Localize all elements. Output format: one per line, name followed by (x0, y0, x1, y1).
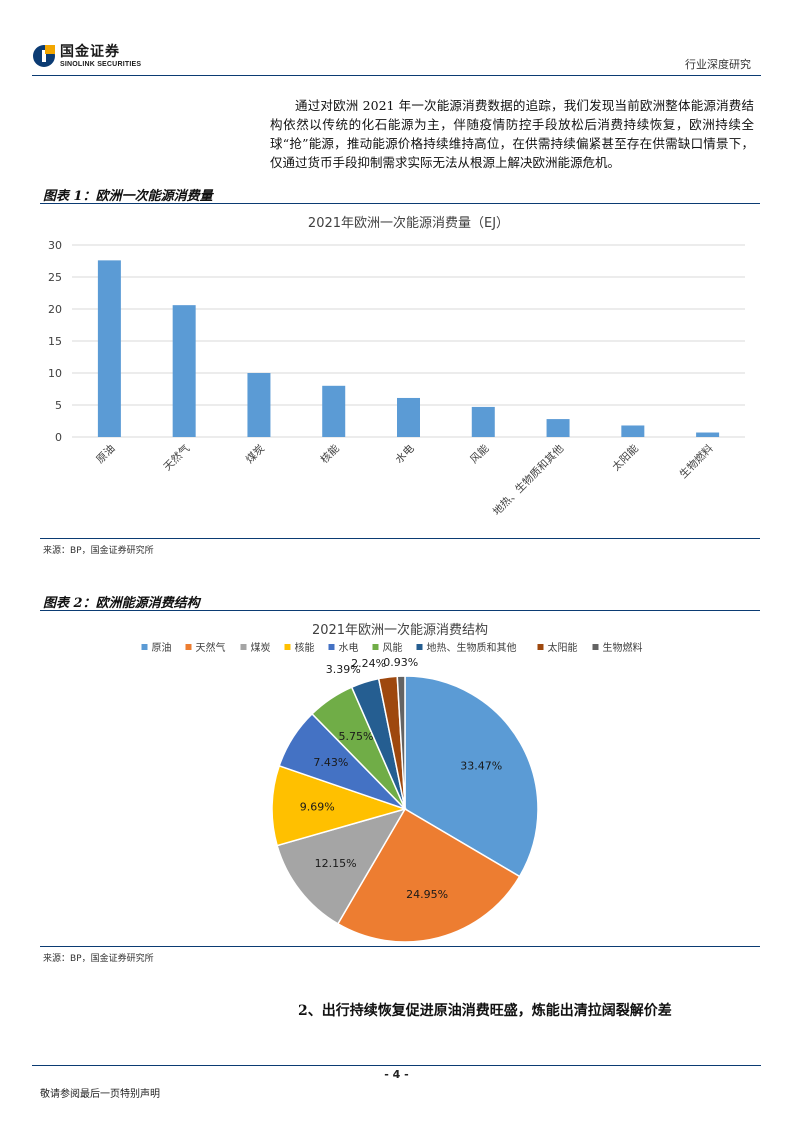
bar (397, 397, 420, 437)
legend-swatch (185, 644, 192, 650)
y-tick-label: 30 (48, 239, 62, 252)
bar-chart-title: 2021年欧洲一次能源消费量（EJ） (308, 215, 509, 231)
pie-slice (404, 675, 539, 878)
y-tick-label: 20 (48, 303, 62, 316)
bar (471, 406, 495, 437)
y-tick-label: 5 (55, 399, 62, 412)
intro-paragraph: 通过对欧洲 2021 年一次能源消费数据的追踪，我们发现当前欧洲整体能源消费结构… (270, 98, 754, 170)
bar (621, 425, 645, 437)
footer-disclaimer: 敬请参阅最后一页特别声明 (40, 1089, 160, 1100)
legend-label: 煤炭 (251, 641, 271, 654)
pie-chart-title: 2021年欧洲一次能源消费结构 (312, 622, 488, 638)
x-tick-label: 风能 (467, 442, 491, 466)
figure1-label: 图表 1：欧洲一次能源消费量 (43, 189, 213, 204)
bar (172, 305, 196, 437)
bar (247, 373, 271, 437)
bar-chart: 2021年欧洲一次能源消费量（EJ） 0 5 10 15 20 25 30 原油 天然气 煤炭 核能 水… (48, 215, 745, 518)
figure1-bottom-line (40, 538, 760, 539)
pie-legend: 原油 天然气 煤炭 核能 水电 风能 地热、生物质和其他 太阳能 生物燃料 (141, 641, 643, 654)
pie-data-label: 5.75% (338, 730, 373, 743)
legend-label: 生物燃料 (603, 641, 643, 654)
x-tick-label: 水电 (393, 442, 417, 466)
pie-data-label: 3.39% (326, 663, 361, 676)
pie-chart-container: 2021年欧洲一次能源消费结构原油 天然气 煤炭 核能 水电 风能 地热、生物质和其他 太阳能… (42, 612, 758, 945)
section-heading: 2、出行持续恢复促进原油消费旺盛，炼能出清拉阔裂解价差 (298, 1003, 672, 1019)
x-tick-label: 煤炭 (243, 442, 267, 466)
y-tick-label: 10 (48, 367, 62, 380)
legend-label: 核能 (295, 641, 315, 654)
pie-slice (276, 807, 407, 925)
y-tick-label: 15 (48, 335, 62, 348)
bar (696, 432, 720, 437)
x-tick-label: 太阳能 (609, 442, 641, 474)
figure2-top-line (40, 610, 760, 611)
pie-data-label: 12.15% (315, 857, 357, 870)
figure1-top-line (40, 203, 760, 204)
sinolink-logo-icon (33, 45, 55, 67)
figure2-bottom-line (40, 946, 760, 947)
logo-en-text: SINOLINK SECURITIES (60, 60, 142, 68)
pie-slice (336, 807, 521, 943)
legend-label: 太阳能 (548, 641, 578, 654)
x-tick-label: 生物燃料 (677, 442, 716, 481)
header-divider (32, 75, 761, 76)
legend-swatch (240, 644, 247, 650)
logo-cn-text: 国金证券 (60, 43, 120, 60)
bar (97, 260, 121, 437)
legend-label: 地热、生物质和其他 (427, 641, 517, 654)
legend-label: 水电 (339, 641, 359, 654)
report-type: 行业深度研究 (685, 58, 751, 71)
legend-swatch (592, 644, 599, 650)
bar-chart-container: 2021年欧洲一次能源消费量（EJ） 0 5 10 15 20 25 30 原油 天然气 煤炭 核能 水… (42, 205, 758, 535)
legend-swatch (141, 644, 148, 650)
legend-label: 风能 (383, 641, 403, 654)
legend-swatch (537, 644, 544, 650)
pie-data-label: 7.43% (313, 756, 348, 769)
figure2-source: 来源：BP，国金证券研究所 (43, 954, 154, 964)
legend-swatch (284, 644, 291, 650)
figure1-source: 来源：BP，国金证券研究所 (43, 546, 154, 556)
pie-data-label: 24.95% (406, 888, 448, 901)
legend-swatch (416, 644, 423, 650)
pie-data-label: 2.24% (351, 657, 386, 670)
footer-divider (32, 1065, 761, 1066)
pie-data-label: 0.93% (383, 656, 418, 669)
bar (546, 419, 570, 437)
y-tick-label: 0 (55, 431, 62, 444)
x-tick-label: 原油 (93, 442, 117, 466)
y-tick-label: 25 (48, 271, 62, 284)
page-number: - 4 - (384, 1068, 409, 1081)
legend-swatch (328, 644, 335, 650)
pie-data-label: 9.69% (300, 801, 335, 814)
page-header: 国金证券 SINOLINK SECURITIES 行业深度研究 (32, 44, 761, 76)
figure2-label: 图表 2：欧洲能源消费结构 (43, 596, 200, 611)
x-tick-label: 核能 (318, 442, 342, 466)
pie-slice (271, 764, 408, 847)
legend-label: 天然气 (196, 641, 226, 654)
company-logo: 国金证券 SINOLINK SECURITIES (32, 44, 141, 68)
x-tick-label: 地热、生物质和其他 (490, 442, 566, 518)
pie-data-label: 33.47% (460, 759, 502, 772)
bar (322, 385, 346, 437)
x-tick-label: 天然气 (161, 442, 193, 474)
legend-label: 原油 (152, 641, 172, 654)
pie-slice (396, 675, 406, 810)
legend-swatch (372, 644, 379, 650)
